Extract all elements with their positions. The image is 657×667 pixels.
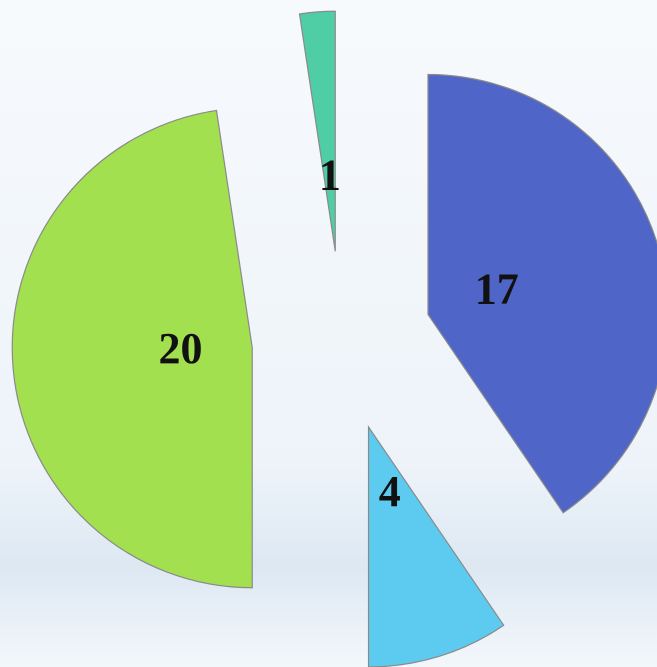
pie-slice — [367, 425, 505, 667]
data-label: 17 — [475, 264, 519, 313]
data-label: 20 — [158, 324, 202, 373]
pie-slice — [298, 10, 336, 252]
data-label: 1 — [319, 151, 341, 200]
data-label: 4 — [379, 467, 401, 516]
pie-slice — [11, 109, 253, 589]
pie-slice — [427, 73, 657, 514]
